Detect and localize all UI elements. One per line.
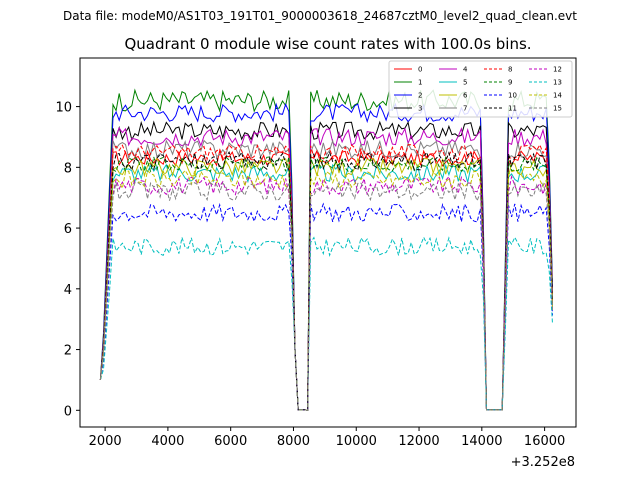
- legend-label-5: 5: [463, 79, 467, 87]
- series-line-14: [99, 169, 553, 411]
- legend-label-0: 0: [418, 66, 422, 74]
- legend-label-8: 8: [508, 66, 512, 74]
- x-tick-label: 16000: [524, 434, 565, 449]
- series-line-6: [99, 157, 553, 411]
- legend-label-9: 9: [508, 79, 512, 87]
- x-tick-label: 12000: [398, 434, 439, 449]
- y-tick-label: 6: [64, 222, 72, 237]
- legend-label-3: 3: [418, 105, 422, 113]
- legend-box: [388, 60, 573, 118]
- legend-label-14: 14: [553, 92, 562, 100]
- series-line-4: [99, 126, 553, 411]
- legend-label-10: 10: [508, 92, 517, 100]
- plot-area: 2000 4000 6000 8000 10000 12000 14000 16000 0 2 4 6…: [55, 57, 577, 449]
- data-file-caption: Data file: modeM0/AS1T03_191T01_90000036…: [63, 9, 577, 23]
- legend-label-13: 13: [553, 79, 562, 87]
- series-line-13: [99, 236, 553, 411]
- series-line-2: [99, 102, 553, 411]
- legend-label-4: 4: [463, 66, 468, 74]
- y-tick-label: 8: [64, 161, 72, 176]
- series-line-7: [99, 138, 553, 411]
- x-tick-label: 8000: [277, 434, 310, 449]
- legend-label-11: 11: [508, 105, 517, 113]
- series-line-10: [99, 202, 553, 411]
- x-tick-label: 6000: [214, 434, 247, 449]
- series-line-5: [99, 163, 553, 411]
- series-line-9: [99, 156, 553, 411]
- x-offset-label: +3.252e8: [511, 455, 575, 470]
- series-line-3: [99, 120, 553, 411]
- x-tick-label: 4000: [151, 434, 184, 449]
- axes-frame: [79, 57, 577, 428]
- series-line-15: [99, 180, 553, 411]
- series-line-11: [99, 150, 553, 411]
- x-tick-label: 10000: [336, 434, 377, 449]
- legend-label-7: 7: [463, 105, 467, 113]
- series-line-12: [99, 174, 553, 411]
- legend-label-6: 6: [463, 92, 468, 100]
- x-tick-label: 14000: [461, 434, 502, 449]
- legend-label-12: 12: [553, 66, 562, 74]
- y-tick-label: 0: [64, 404, 72, 419]
- y-tick-label: 4: [64, 283, 72, 298]
- y-tick-label: 10: [55, 101, 72, 116]
- legend-label-1: 1: [418, 79, 422, 87]
- y-tick-label: 2: [64, 344, 72, 359]
- legend-label-2: 2: [418, 92, 422, 100]
- chart-title: Quadrant 0 module wise count rates with …: [124, 35, 531, 53]
- x-tick-label: 2000: [89, 434, 122, 449]
- legend-label-15: 15: [553, 105, 562, 113]
